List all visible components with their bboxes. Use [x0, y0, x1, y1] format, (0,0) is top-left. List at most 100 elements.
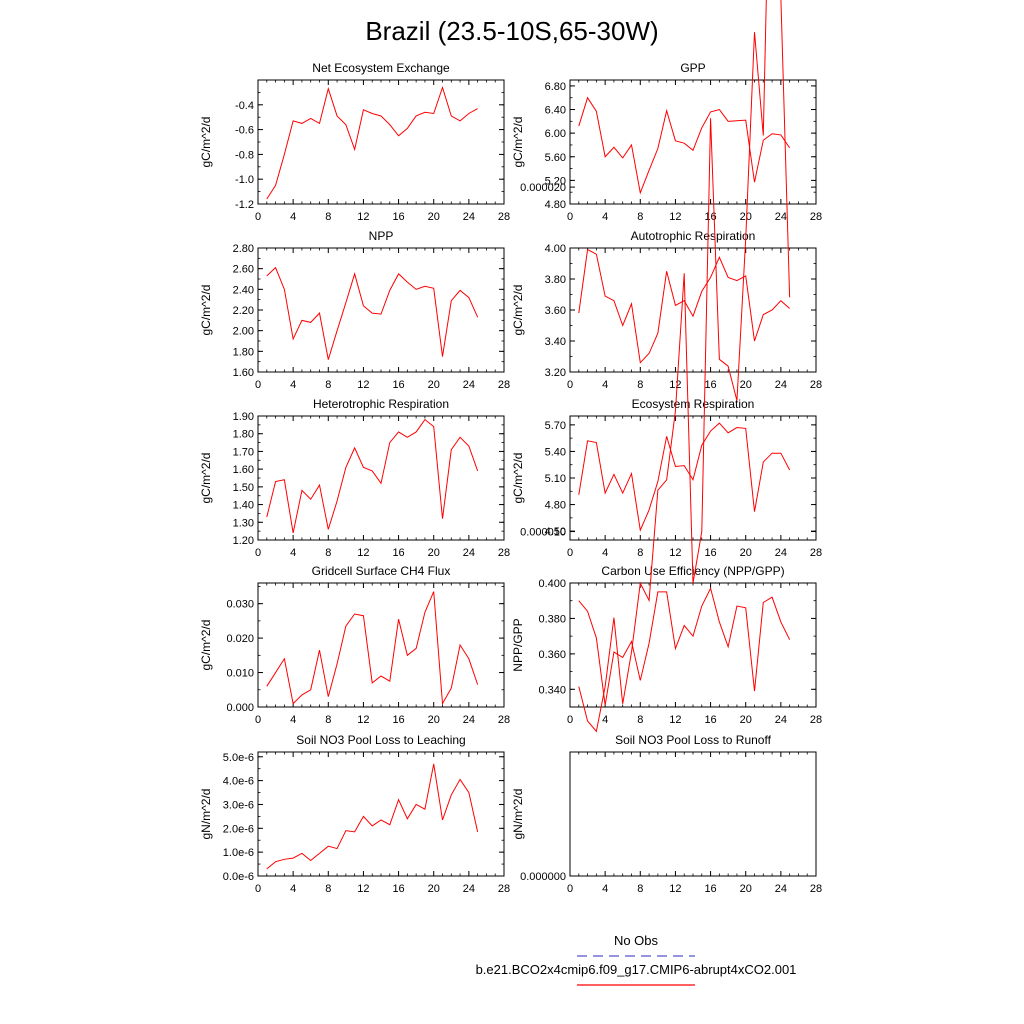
series-line: [266, 85, 478, 200]
chart-panel-gridcell-surface-ch4-flux: Gridcell Surface CH4 Flux 0 4 8 12 16 20 24 28 0.…: [199, 564, 510, 726]
x-tick-label: 12: [357, 211, 369, 223]
panel-title: GPP: [680, 61, 705, 75]
y-axis-label: gC/m^2/d: [199, 285, 213, 336]
y-tick-label: 1.50: [233, 482, 254, 494]
x-tick-label: 4: [602, 883, 608, 895]
x-tick-label: 16: [392, 547, 404, 559]
x-tick-label: 16: [392, 714, 404, 726]
y-tick-label: 1.60: [233, 464, 254, 476]
series-line: [266, 418, 479, 534]
x-tick-label: 12: [357, 714, 369, 726]
x-tick-label: 28: [498, 379, 510, 391]
series-line: [578, 422, 791, 533]
y-tick-label: 0.360: [538, 649, 566, 661]
y-tick-label: 2.40: [233, 284, 254, 296]
y-axis-label: gC/m^2/d: [511, 453, 525, 504]
x-tick-label: 28: [498, 714, 510, 726]
x-tick-label: 0: [255, 547, 261, 559]
y-tick-label: 4.0e-6: [223, 776, 254, 788]
x-tick-label: 20: [428, 714, 440, 726]
x-tick-label: 24: [463, 714, 475, 726]
y-axis-label: NPP/GPP: [511, 618, 525, 671]
x-tick-label: 12: [357, 379, 369, 391]
x-tick-label: 0: [255, 883, 261, 895]
x-tick-label: 20: [740, 883, 752, 895]
x-tick-label: 12: [669, 379, 681, 391]
y-tick-label: 3.40: [545, 336, 566, 348]
x-tick-label: 20: [740, 211, 752, 223]
x-tick-label: 12: [669, 547, 681, 559]
x-tick-label: 28: [810, 547, 822, 559]
x-tick-label: 16: [392, 211, 404, 223]
x-tick-label: 4: [602, 547, 608, 559]
y-tick-label: 1.80: [233, 346, 254, 358]
x-tick-label: 20: [740, 379, 752, 391]
x-tick-label: 12: [669, 211, 681, 223]
x-tick-label: 16: [392, 883, 404, 895]
x-tick-label: 24: [775, 211, 787, 223]
y-tick-label: 6.00: [545, 128, 566, 140]
x-tick-label: 24: [463, 211, 475, 223]
x-tick-label: 8: [637, 211, 643, 223]
y-tick-label: 1.20: [233, 535, 254, 547]
y-tick-label: 4.50: [545, 526, 566, 538]
panel-grid: Net Ecosystem Exchange 0 4 8 12 16 20 24 28 -1.2 -…: [199, 0, 822, 895]
x-tick-label: 4: [602, 714, 608, 726]
x-tick-label: 0: [567, 883, 573, 895]
x-tick-label: 4: [290, 547, 296, 559]
y-axis-label: gC/m^2/d: [511, 117, 525, 168]
y-tick-label: 0.400: [538, 578, 566, 590]
y-tick-label: -0.6: [235, 125, 254, 137]
x-tick-label: 20: [428, 883, 440, 895]
chart-panel-ecosystem-respiration: Ecosystem Respiration 0 4 8 12 16 20 24 28 4.50 4.…: [511, 397, 822, 559]
y-tick-label: 0.000010: [520, 527, 566, 539]
legend: No Obs b.e21.BCO2x4cmip6.f09_g17.CMIP6-a…: [476, 933, 796, 986]
y-tick-label: 6.80: [545, 81, 566, 93]
x-tick-label: 28: [810, 714, 822, 726]
x-tick-label: 16: [704, 211, 716, 223]
legend-label-no-obs: No Obs: [614, 933, 659, 948]
y-tick-label: 0.030: [226, 599, 254, 611]
x-tick-label: 28: [498, 547, 510, 559]
x-tick-label: 4: [290, 883, 296, 895]
series-line: [578, 248, 790, 364]
series-line: [578, 0, 791, 733]
y-axis-label: gN/m^2/d: [199, 789, 213, 840]
x-tick-label: 12: [669, 883, 681, 895]
x-tick-label: 0: [567, 379, 573, 391]
y-tick-label: -1.2: [235, 199, 254, 211]
y-tick-label: 0.0e-6: [223, 871, 254, 883]
plot-frame: [257, 415, 505, 541]
y-tick-label: 3.80: [545, 274, 566, 286]
x-tick-label: 12: [669, 714, 681, 726]
x-tick-label: 0: [567, 211, 573, 223]
x-tick-label: 4: [290, 379, 296, 391]
y-axis-label: gC/m^2/d: [199, 620, 213, 671]
y-tick-label: 2.80: [233, 243, 254, 255]
x-tick-label: 0: [255, 379, 261, 391]
y-axis-label: gC/m^2/d: [199, 117, 213, 168]
panel-title: NPP: [369, 229, 394, 243]
x-tick-label: 4: [602, 379, 608, 391]
x-tick-label: 20: [740, 714, 752, 726]
y-tick-label: 0.000: [226, 702, 254, 714]
y-axis-label: gC/m^2/d: [199, 453, 213, 504]
x-tick-label: 0: [567, 714, 573, 726]
x-tick-label: 4: [602, 211, 608, 223]
y-tick-label: 0.000020: [520, 182, 566, 194]
x-tick-label: 12: [357, 547, 369, 559]
panel-title: Gridcell Surface CH4 Flux: [312, 564, 451, 578]
y-tick-label: 4.80: [545, 500, 566, 512]
x-tick-label: 8: [325, 547, 331, 559]
panel-title: Soil NO3 Pool Loss to Runoff: [615, 733, 772, 747]
y-tick-label: 0.010: [226, 668, 254, 680]
y-tick-label: 0.380: [538, 613, 566, 625]
x-tick-label: 8: [637, 547, 643, 559]
y-tick-label: 0.020: [226, 633, 254, 645]
y-tick-label: 3.0e-6: [223, 799, 254, 811]
x-tick-label: 20: [740, 547, 752, 559]
x-tick-label: 24: [775, 547, 787, 559]
x-tick-label: 0: [255, 211, 261, 223]
y-tick-label: 1.60: [233, 367, 254, 379]
